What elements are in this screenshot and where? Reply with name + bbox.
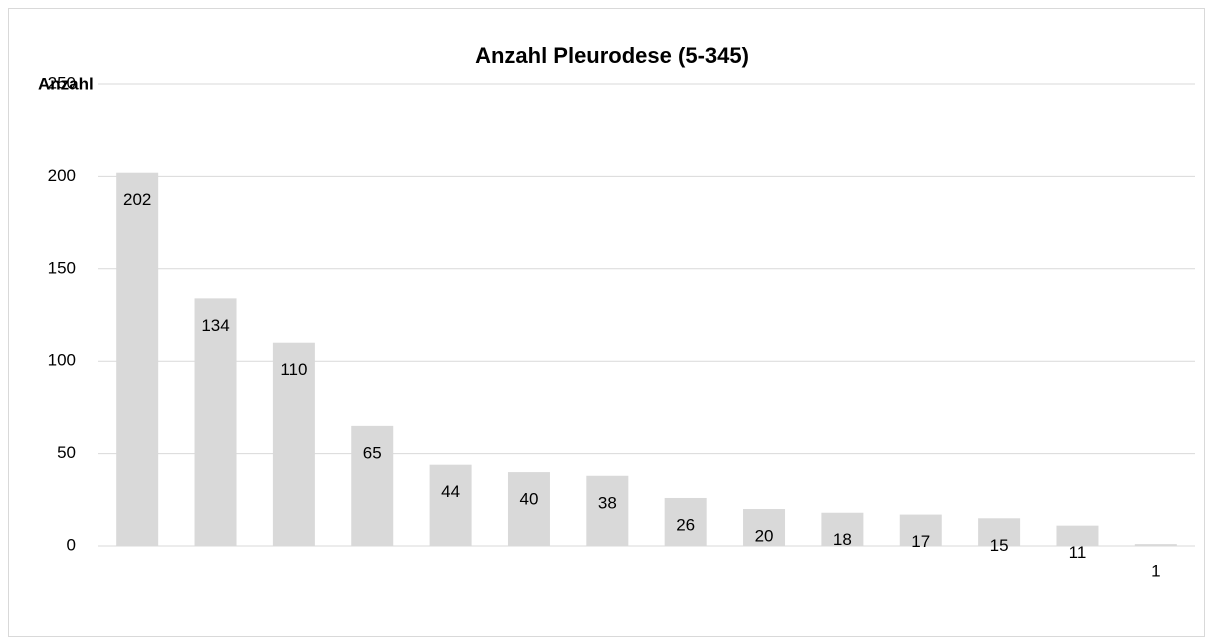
bar: [743, 509, 786, 546]
data-label: 1: [1151, 562, 1160, 581]
data-label: 44: [441, 482, 460, 501]
bar: [586, 475, 629, 546]
data-label: 18: [833, 530, 852, 549]
bar: [1134, 544, 1177, 546]
data-label: 40: [520, 490, 539, 509]
data-label: 38: [598, 493, 617, 512]
data-label: 65: [363, 443, 382, 462]
data-label: 17: [911, 532, 930, 551]
data-label: 20: [755, 527, 774, 546]
chart-title: Anzahl Pleurodese (5-345): [475, 43, 749, 68]
y-tick-label: 200: [48, 166, 76, 185]
y-tick-label: 50: [57, 443, 76, 462]
bar: [272, 342, 315, 546]
y-tick-label: 250: [48, 73, 76, 92]
data-label: 202: [123, 190, 151, 209]
bar: [1056, 525, 1099, 546]
bar: [116, 172, 159, 547]
bar: [194, 298, 237, 546]
bar: [664, 497, 707, 546]
y-tick-label: 150: [48, 258, 76, 277]
y-tick-label: 0: [67, 535, 76, 554]
bar: [429, 464, 472, 546]
data-label: 134: [201, 316, 229, 335]
bar: [351, 425, 394, 546]
bar: [978, 518, 1021, 546]
data-label: 26: [676, 515, 695, 534]
y-axis-title: Anzahl: [38, 74, 94, 93]
data-label: 15: [990, 536, 1009, 555]
bar: [821, 512, 864, 546]
data-label: 11: [1069, 543, 1087, 562]
bar: [899, 514, 942, 546]
y-tick-label: 100: [48, 351, 76, 370]
data-label: 110: [280, 360, 307, 379]
bar: [507, 472, 550, 546]
